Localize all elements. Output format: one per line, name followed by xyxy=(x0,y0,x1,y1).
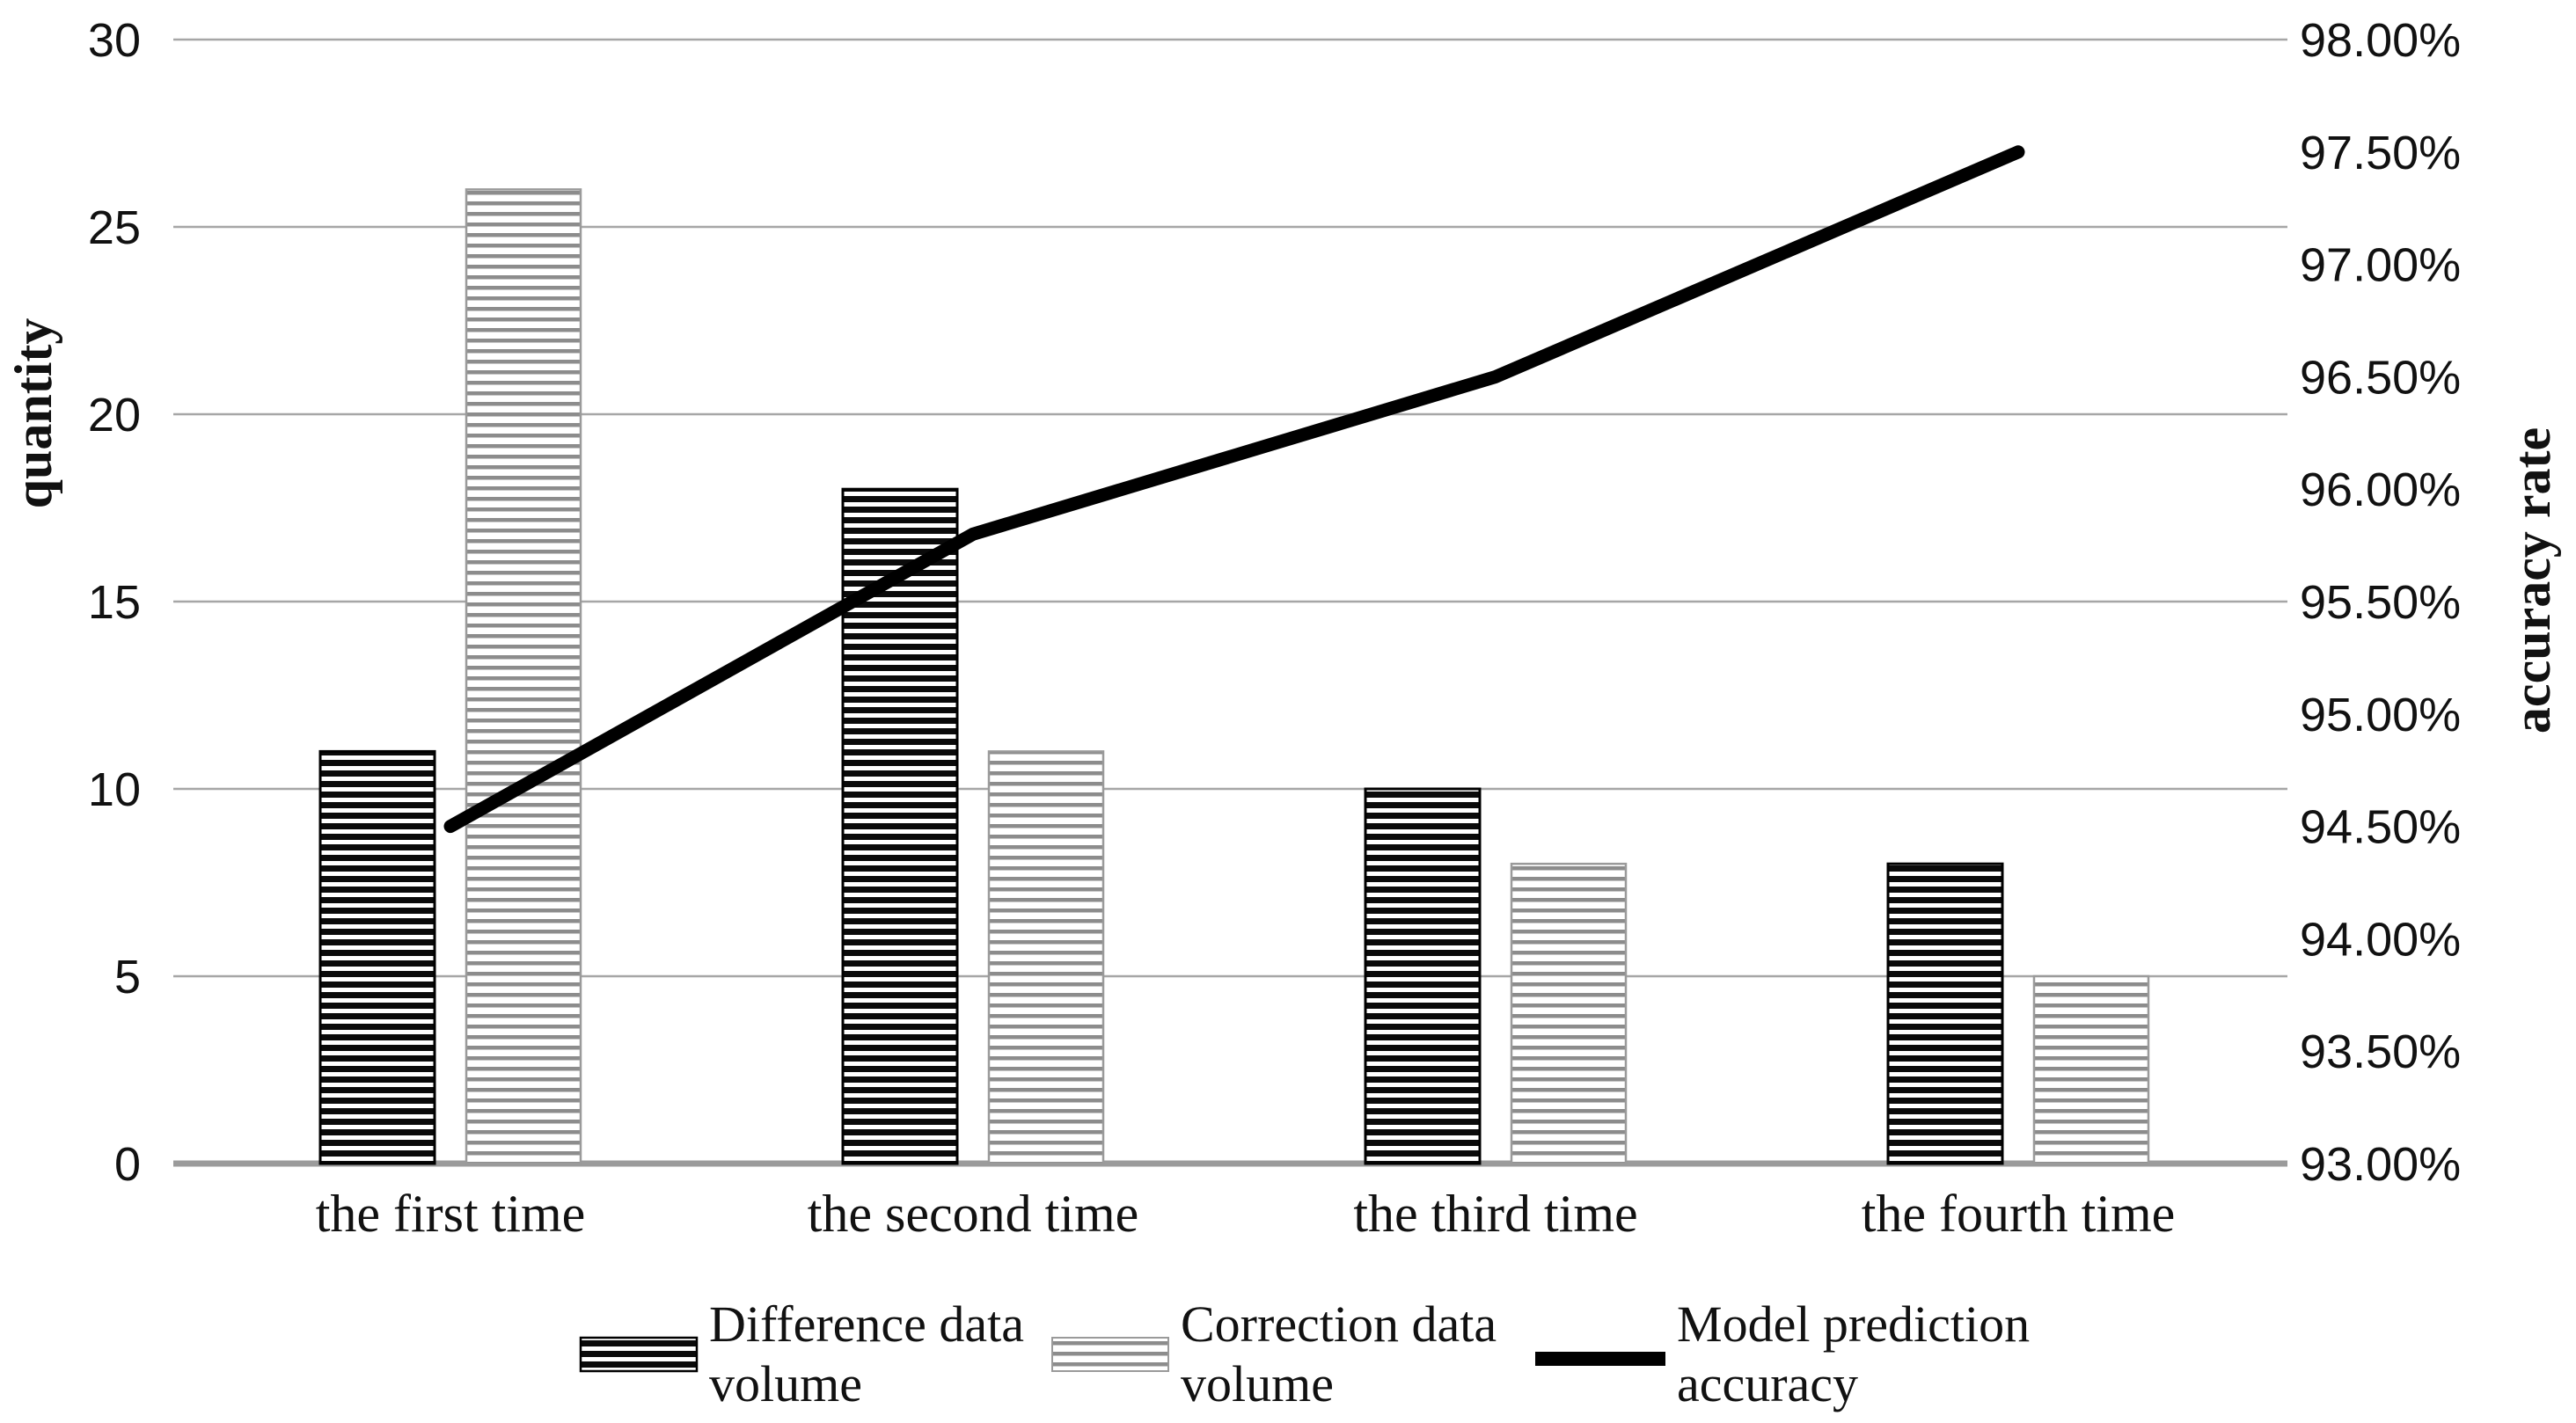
left-axis-tick-label: 0 xyxy=(114,1138,141,1191)
left-axis-title: quantity xyxy=(4,318,62,509)
right-axis-tick-label: 95.50% xyxy=(2300,576,2461,629)
left-axis-tick-label: 5 xyxy=(114,951,141,1003)
bar-difference-4 xyxy=(1886,862,2004,1165)
left-axis-tick-label: 20 xyxy=(88,389,141,441)
legend-swatch-difference xyxy=(579,1336,699,1373)
plot-area: 0 5 10 15 20 25 30 93.00% 93.50% 94.00% 94.50% 95.0… xyxy=(88,14,2461,1243)
left-axis-tick-label: 15 xyxy=(88,576,141,629)
right-axis-tick-label: 97.00% xyxy=(2300,239,2461,292)
right-axis-tick-label: 95.00% xyxy=(2300,689,2461,741)
left-axis-tick-label: 10 xyxy=(88,763,141,816)
legend-label-difference-line2: volume xyxy=(709,1355,862,1412)
category-label: the first time xyxy=(316,1185,586,1243)
right-axis-tick-label: 94.00% xyxy=(2300,913,2461,966)
bar-correction-2 xyxy=(987,750,1105,1165)
right-axis-tick-label: 94.50% xyxy=(2300,801,2461,854)
right-axis-title: accuracy rate xyxy=(2503,427,2561,733)
legend-label-accuracy-line2: accuracy xyxy=(1677,1355,1858,1412)
accuracy-line xyxy=(443,145,2025,834)
bar-difference-2 xyxy=(841,487,959,1165)
category-label: the second time xyxy=(808,1185,1139,1243)
right-axis-tick-label: 96.50% xyxy=(2300,351,2461,404)
right-axis-tick-label: 97.50% xyxy=(2300,127,2461,179)
right-axis-tick-label: 93.00% xyxy=(2300,1138,2461,1191)
category-label: the third time xyxy=(1353,1185,1637,1243)
right-axis-tick-label: 93.50% xyxy=(2300,1025,2461,1078)
left-axis-tick-label: 30 xyxy=(88,14,141,67)
bar-correction-4 xyxy=(2032,974,2150,1165)
right-axis-tick-label: 96.00% xyxy=(2300,463,2461,516)
legend: Difference data volume Correction data v… xyxy=(579,1295,2030,1412)
legend-swatch-correction xyxy=(1051,1337,1169,1372)
bar-correction-1 xyxy=(465,188,582,1165)
right-axis-tick-label: 98.00% xyxy=(2300,14,2461,67)
legend-label-difference-line1: Difference data xyxy=(709,1295,1024,1353)
left-axis-tick-label: 25 xyxy=(88,201,141,254)
category-label: the fourth time xyxy=(1862,1185,2176,1243)
bar-difference-3 xyxy=(1364,787,1482,1165)
bar-correction-3 xyxy=(1510,862,1628,1165)
legend-label-correction-line1: Correction data xyxy=(1181,1295,1497,1353)
legend-label-correction-line2: volume xyxy=(1181,1355,1334,1412)
bar-difference-1 xyxy=(318,749,436,1165)
legend-label-accuracy-line1: Model prediction xyxy=(1677,1295,2030,1353)
